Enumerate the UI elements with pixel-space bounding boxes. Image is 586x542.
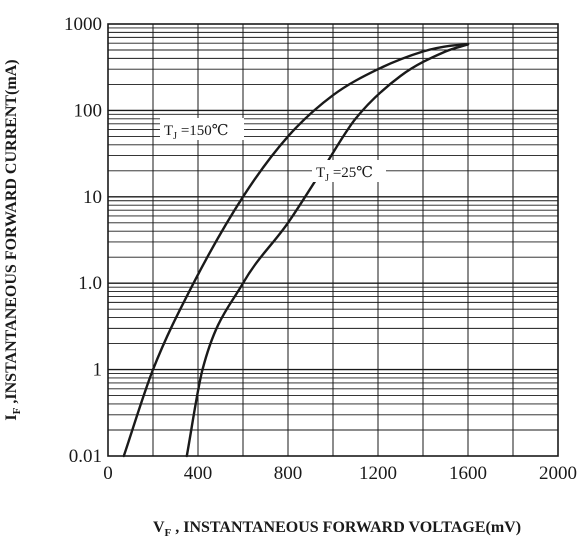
x-tick-label: 400 xyxy=(184,463,213,484)
plot-grid xyxy=(108,24,558,456)
curve-series-1 xyxy=(185,43,470,458)
y-tick-label: 0.01 xyxy=(69,446,102,467)
curve-annotations: TJ =150℃ TJ =25℃ xyxy=(160,118,386,184)
y-tick-label: 10 xyxy=(83,187,102,208)
x-axis-title-sub: F xyxy=(165,527,172,539)
x-tick-label: 2000 xyxy=(539,463,577,484)
x-axis-title: VF , INSTANTANEOUS FORWARD VOLTAGE(mV) xyxy=(153,519,521,539)
x-axis-title-rest: , INSTANTANEOUS FORWARD VOLTAGE(mV) xyxy=(171,519,521,536)
y-axis-title: IF ,INSTANTANEOUS FORWARD CURRENT(mA) xyxy=(3,59,23,420)
annotation-background xyxy=(160,118,244,140)
y-tick-label: 100 xyxy=(74,100,103,121)
series-annotation: TJ =25℃ xyxy=(316,165,373,184)
x-tick-label: 1200 xyxy=(359,463,397,484)
x-tick-label: 1600 xyxy=(449,463,487,484)
x-tick-label: 0 xyxy=(103,463,113,484)
curves xyxy=(122,43,470,458)
y-tick-label: 1.0 xyxy=(78,273,102,294)
y-tick-label: 1 xyxy=(93,360,103,381)
y-axis-title-main: I xyxy=(3,414,20,420)
curve-series-0 xyxy=(122,43,470,458)
y-tick-labels: 1000 100 10 1.0 1 0.01 xyxy=(64,14,102,467)
x-axis-title-main: V xyxy=(153,519,165,536)
x-tick-labels: 0 400 800 1200 1600 2000 xyxy=(103,463,577,484)
series-annotation: TJ =150℃ xyxy=(164,123,229,142)
plot-frame xyxy=(107,23,559,457)
x-tick-label: 800 xyxy=(274,463,303,484)
annotation-background xyxy=(312,160,386,182)
y-tick-label: 1000 xyxy=(64,14,102,35)
y-axis-title-rest: ,INSTANTANEOUS FORWARD CURRENT(mA) xyxy=(3,59,20,407)
y-axis-title-sub: F xyxy=(11,407,23,414)
